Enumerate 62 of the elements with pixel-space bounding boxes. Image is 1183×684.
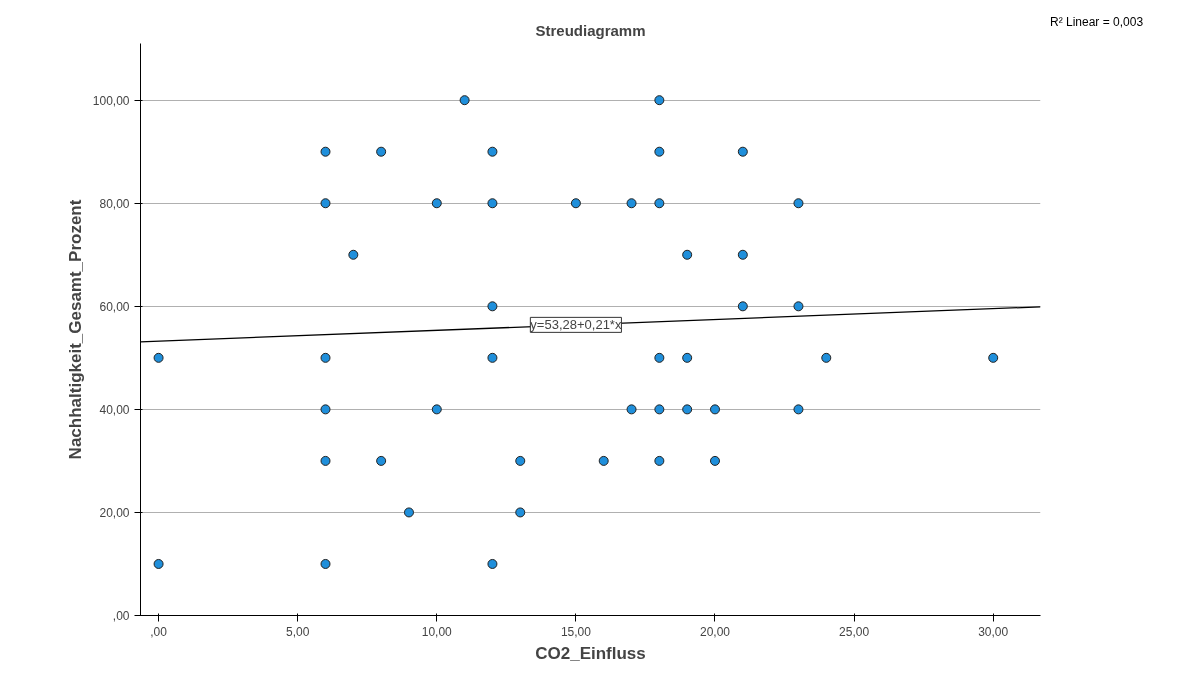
x-tick-label: ,00: [150, 624, 168, 639]
point: [654, 95, 665, 106]
point: [682, 404, 693, 415]
y-axis-title: Nachhaltigkeit_Gesamt_Prozent: [65, 199, 85, 460]
point: [626, 198, 637, 209]
point: [570, 198, 581, 209]
point: [376, 455, 387, 466]
x-tick-label: 15,00: [560, 624, 592, 639]
point: [487, 558, 498, 569]
point: [153, 352, 164, 363]
point: [793, 404, 804, 415]
point: [431, 198, 442, 209]
point: [654, 455, 665, 466]
point: [598, 455, 609, 466]
point: [459, 95, 470, 106]
point: [737, 249, 748, 260]
point: [487, 198, 498, 209]
y-tick-label: ,00: [112, 609, 130, 623]
point: [737, 301, 748, 312]
point: [376, 146, 387, 157]
point: [320, 198, 331, 209]
point: [682, 352, 693, 363]
point: [348, 249, 359, 260]
point: [320, 558, 331, 569]
point: [403, 507, 414, 518]
x-tick-label: 30,00: [978, 624, 1009, 639]
x-axis-title: CO2_Einfluss: [535, 643, 646, 663]
point: [626, 404, 637, 415]
point: [682, 249, 693, 260]
point: [988, 352, 999, 363]
y-tick-label: 100,00: [92, 93, 130, 108]
point: [793, 198, 804, 209]
point: [320, 352, 331, 363]
y-tick-label: 40,00: [99, 402, 130, 417]
point: [320, 404, 331, 415]
point: [431, 404, 442, 415]
point: [487, 352, 498, 363]
point: [515, 507, 526, 518]
text: R² Linear = 0,003: [1050, 14, 1144, 31]
point: [654, 352, 665, 363]
point: [737, 146, 748, 157]
point: [821, 352, 832, 363]
chart-title: Streudiagramm: [535, 21, 646, 39]
point: [654, 404, 665, 415]
y-tick-label: 60,00: [99, 299, 130, 314]
x-tick-label: 20,00: [699, 624, 731, 639]
y-tick-label: 20,00: [99, 505, 130, 520]
point: [487, 146, 498, 157]
x-tick-label: 10,00: [421, 624, 453, 639]
y-tick-label: 80,00: [99, 196, 130, 211]
point: [793, 301, 804, 312]
x-tick-label: 25,00: [839, 624, 870, 639]
point: [710, 455, 720, 466]
point: [153, 558, 164, 569]
point: [320, 146, 331, 157]
point: [320, 455, 331, 466]
x-tick-label: 5,00: [286, 624, 310, 639]
point: [654, 198, 665, 209]
point: [710, 404, 720, 415]
point: [487, 301, 498, 312]
point: [654, 146, 665, 157]
point: [515, 455, 526, 466]
